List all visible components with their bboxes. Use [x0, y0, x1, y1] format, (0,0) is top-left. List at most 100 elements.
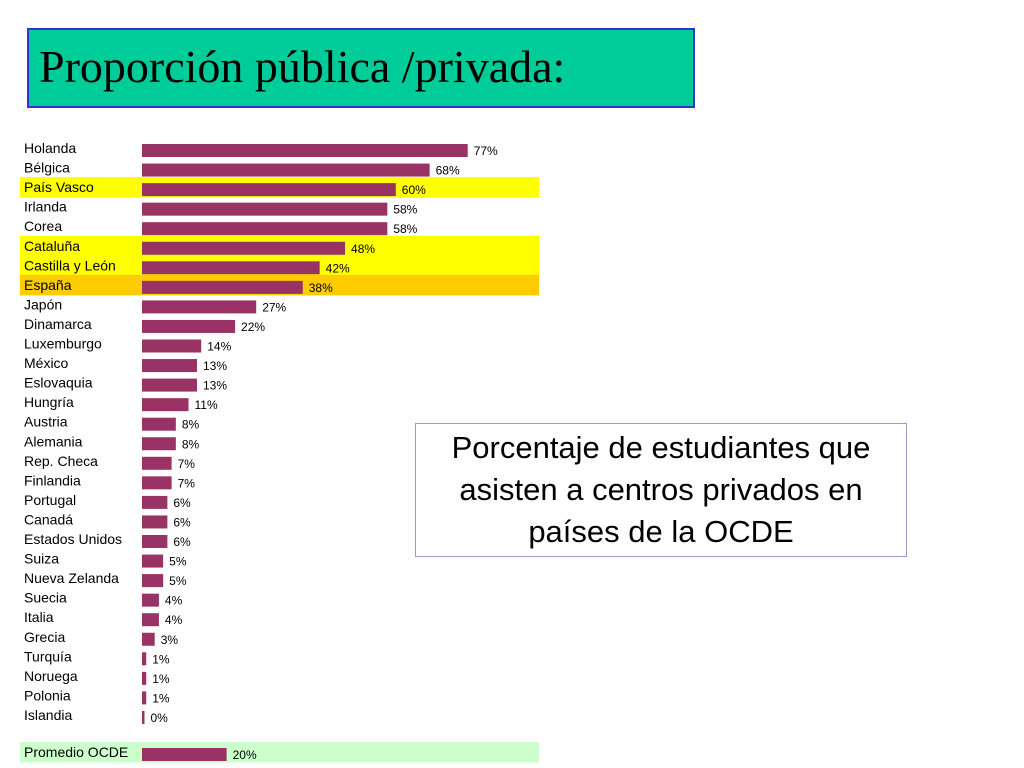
value-label-italia: 4%	[165, 613, 183, 627]
bar-rep-checa	[142, 456, 172, 470]
bar-islandia	[142, 710, 145, 724]
note-text: Porcentaje de estudiantes que asisten a …	[451, 430, 871, 549]
bar-hungria	[142, 398, 189, 412]
category-label-suiza: Suiza	[24, 551, 59, 567]
category-labels: Holanda Bélgica País Vasco Irlanda Corea Cata…	[24, 140, 128, 760]
value-label-belgica: 68%	[436, 164, 460, 178]
category-label-canada: Canadá	[24, 511, 73, 527]
value-label-irlanda: 58%	[393, 203, 417, 217]
bar-noruega	[142, 671, 147, 685]
category-label-mexico: México	[24, 355, 69, 371]
category-label-islandia: Islandia	[24, 707, 72, 723]
category-label-cataluna: Cataluña	[24, 238, 80, 254]
value-label-austria: 8%	[182, 418, 200, 432]
category-label-promedio-ocde: Promedio OCDE	[24, 744, 128, 760]
bar-canada	[142, 515, 168, 529]
page-title: Proporción pública /privada:	[39, 41, 566, 92]
category-label-irlanda: Irlanda	[24, 199, 67, 215]
bar-eslovaquia	[142, 378, 197, 392]
value-label-espana: 38%	[309, 281, 333, 295]
bar-finlandia	[142, 476, 172, 490]
category-label-japon: Japón	[24, 296, 62, 312]
bar-irlanda	[142, 202, 388, 216]
bar-belgica	[142, 163, 430, 177]
value-label-hungria: 11%	[195, 398, 218, 412]
bar-suiza	[142, 554, 164, 568]
value-label-corea: 58%	[393, 222, 417, 236]
value-label-holanda: 77%	[474, 144, 498, 158]
category-label-pais-vasco: País Vasco	[24, 179, 94, 195]
category-label-rep-checa: Rep. Checa	[24, 453, 98, 469]
category-label-holanda: Holanda	[24, 140, 76, 156]
bar-japon	[142, 300, 257, 314]
category-label-portugal: Portugal	[24, 492, 76, 508]
bar-portugal	[142, 495, 168, 509]
category-label-grecia: Grecia	[24, 629, 65, 645]
category-label-italia: Italia	[24, 609, 54, 625]
category-label-belgica: Bélgica	[24, 160, 70, 176]
value-label-grecia: 3%	[161, 633, 179, 647]
value-label-nueva-zelanda: 5%	[169, 574, 187, 588]
category-label-luxemburgo: Luxemburgo	[24, 336, 102, 352]
bar-pais-vasco	[142, 183, 396, 197]
value-label-luxemburgo: 14%	[207, 340, 231, 354]
bar-alemania	[142, 437, 176, 451]
category-label-hungria: Hungría	[24, 394, 74, 410]
bar-austria	[142, 417, 176, 431]
bar-holanda	[142, 144, 468, 157]
note-box: Porcentaje de estudiantes que asisten a …	[415, 423, 907, 557]
category-label-castilla-y-leon: Castilla y León	[24, 257, 116, 273]
bar-castilla-y-leon	[142, 261, 320, 275]
category-label-turquia: Turquía	[24, 648, 72, 664]
value-label-cataluna: 48%	[351, 242, 375, 256]
category-label-corea: Corea	[24, 218, 62, 234]
value-label-japon: 27%	[262, 300, 286, 314]
value-label-estados-unidos: 6%	[173, 535, 191, 549]
category-label-austria: Austria	[24, 414, 68, 430]
category-label-estados-unidos: Estados Unidos	[24, 531, 122, 547]
bar-estados-unidos	[142, 535, 168, 548]
bar-grecia	[142, 632, 155, 646]
bar-cataluna	[142, 241, 346, 255]
bar-nueva-zelanda	[142, 574, 164, 588]
value-label-alemania: 8%	[182, 437, 200, 451]
bar-mexico	[142, 359, 197, 373]
value-label-castilla-y-leon: 42%	[326, 261, 350, 275]
bar-turquia	[142, 652, 147, 666]
bar-espana	[142, 280, 303, 294]
value-label-canada: 6%	[173, 515, 191, 529]
bar-promedio-ocde	[142, 748, 227, 761]
bar-suecia	[142, 593, 159, 607]
bars	[142, 144, 468, 761]
category-label-eslovaquia: Eslovaquia	[24, 375, 93, 391]
bar-dinamarca	[142, 319, 236, 333]
value-label-rep-checa: 7%	[178, 457, 196, 471]
value-label-finlandia: 7%	[178, 476, 196, 490]
category-label-dinamarca: Dinamarca	[24, 316, 92, 332]
category-label-suecia: Suecia	[24, 590, 67, 606]
bar-luxemburgo	[142, 339, 202, 353]
bar-polonia	[142, 691, 147, 705]
value-label-pais-vasco: 60%	[402, 183, 426, 197]
value-label-mexico: 13%	[203, 359, 227, 373]
value-label-eslovaquia: 13%	[203, 379, 227, 393]
bar-italia	[142, 613, 159, 627]
value-label-dinamarca: 22%	[241, 320, 265, 334]
category-label-noruega: Noruega	[24, 668, 78, 684]
bar-corea	[142, 222, 388, 236]
value-labels: 77% 68% 60% 58% 58% 48%42% 38% 27% 22% 14% 13% 13% 1…	[151, 144, 499, 762]
category-label-alemania: Alemania	[24, 433, 83, 449]
value-label-promedio-ocde: 20%	[233, 748, 257, 762]
category-label-polonia: Polonia	[24, 687, 71, 703]
value-label-suiza: 5%	[169, 555, 187, 569]
value-label-noruega: 1%	[152, 672, 170, 686]
category-label-espana: España	[24, 277, 72, 293]
value-label-portugal: 6%	[173, 496, 191, 510]
value-label-suecia: 4%	[165, 594, 183, 608]
value-label-polonia: 1%	[152, 691, 170, 705]
value-label-turquia: 1%	[152, 652, 170, 666]
title-box: Proporción pública /privada:	[27, 28, 695, 108]
value-label-islandia: 0%	[151, 711, 169, 725]
category-label-finlandia: Finlandia	[24, 472, 81, 488]
